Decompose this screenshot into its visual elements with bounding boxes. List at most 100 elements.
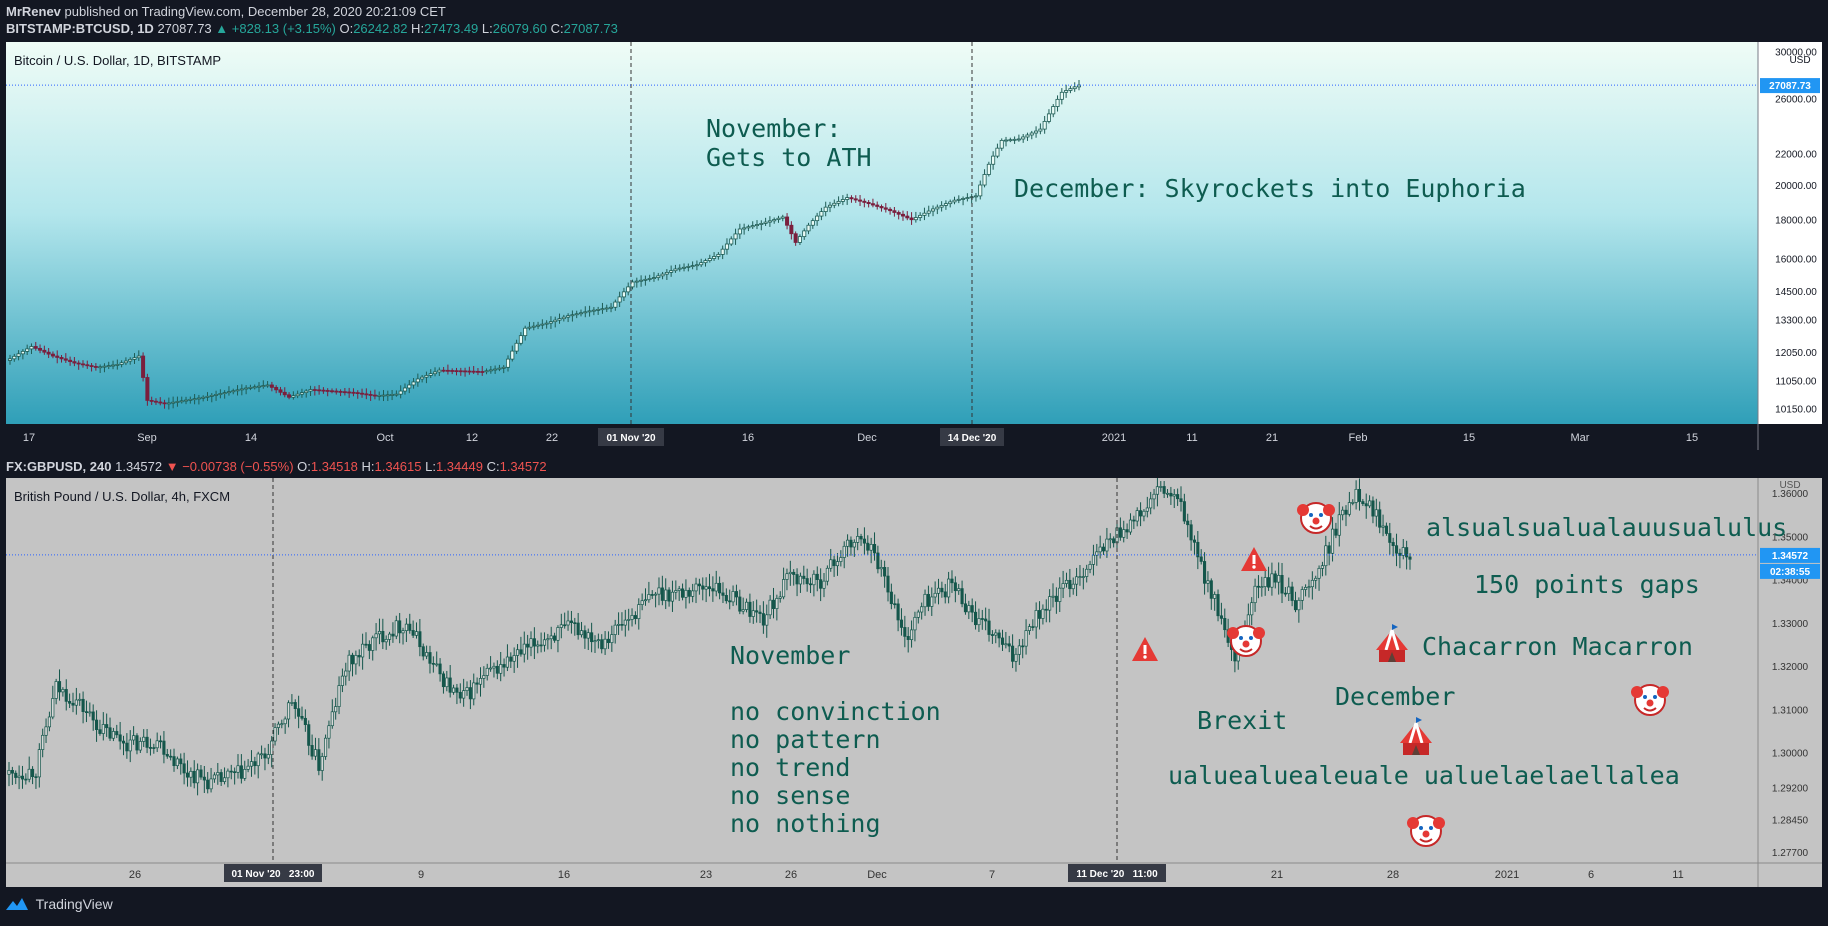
btc-candle xyxy=(819,207,824,221)
btc-candle xyxy=(480,366,485,376)
btc-candle xyxy=(853,195,858,203)
gbp-candle xyxy=(1364,493,1368,519)
gbp-candle xyxy=(27,756,31,783)
gbp-candle xyxy=(1037,601,1042,630)
gbp-candle xyxy=(61,687,65,697)
btc-candle xyxy=(261,380,266,389)
gbp-candle xyxy=(515,644,520,668)
gbp-price-axis[interactable] xyxy=(1758,478,1822,863)
gbp-candle xyxy=(596,633,600,649)
gbp-candle xyxy=(1179,486,1183,512)
btc-chart[interactable]: 10150.00 11050.00 12050.00 13300.00 14500.00… xyxy=(0,42,1828,455)
btc-candle xyxy=(209,393,214,403)
btc-candle xyxy=(42,345,47,355)
gbp-candle xyxy=(347,650,351,681)
btc-price-axis[interactable] xyxy=(1758,42,1822,424)
gbp-candle xyxy=(943,583,947,604)
gbp-high: 1.34615 xyxy=(374,459,422,474)
gbp-candle xyxy=(822,572,826,598)
btc-candle xyxy=(591,307,596,316)
btc-low: 26079.60 xyxy=(492,21,547,36)
gbp-candle xyxy=(37,743,41,788)
btc-candle xyxy=(583,306,588,318)
gbp-chart[interactable]: 1.27700 1.28450 1.29200 1.30000 1.31000 1.320… xyxy=(0,478,1828,890)
gbp-candle xyxy=(327,720,331,749)
gbp-candle xyxy=(408,613,412,634)
btc-x-tick-label: Dec xyxy=(857,432,877,444)
gbp-symbol[interactable]: FX:GBPUSD, 240 xyxy=(6,459,112,474)
publisher-text: published on TradingView.com, December 2… xyxy=(64,4,446,19)
gbp-candle xyxy=(350,652,355,677)
gbp-candle xyxy=(451,684,456,695)
gbp-candle xyxy=(1085,564,1089,583)
btc-candle xyxy=(454,367,459,376)
gbp-candle xyxy=(542,632,547,652)
btc-candle xyxy=(364,388,369,400)
gbp-candle xyxy=(371,635,375,661)
gbp-candle xyxy=(1101,543,1106,555)
gbp-candle xyxy=(71,692,75,713)
gbp-candle xyxy=(499,651,503,682)
btc-time-axis[interactable] xyxy=(6,424,1822,450)
btc-candle xyxy=(106,361,111,370)
btc-candle xyxy=(879,204,884,212)
gbp-x-tick-label: 28 xyxy=(1387,869,1399,881)
gbp-candle xyxy=(239,754,243,784)
btc-candle xyxy=(883,203,888,213)
gbp-candle xyxy=(697,578,701,595)
gbp-candle xyxy=(913,611,917,642)
btc-y-tick-label: 12050.00 xyxy=(1775,348,1817,359)
gbp-candle xyxy=(354,650,358,675)
gbp-candle xyxy=(1330,517,1335,562)
gbp-y-tick-label: 1.31000 xyxy=(1772,705,1809,716)
btc-candle xyxy=(1059,88,1064,105)
gbp-candle xyxy=(1011,634,1015,669)
gbp-candle xyxy=(398,613,402,644)
gbp-candle xyxy=(916,609,920,624)
gbp-candle xyxy=(64,679,68,711)
btc-candle xyxy=(613,299,618,311)
gbp-candle xyxy=(472,673,476,706)
gbp-candle xyxy=(1408,553,1412,570)
annotation-150-points-gaps: 150 points gaps xyxy=(1474,570,1700,599)
gbp-candle xyxy=(367,640,371,660)
gbp-candle xyxy=(883,560,887,588)
annotation-no-nothing: no nothing xyxy=(730,809,881,838)
gbp-candle xyxy=(1128,513,1133,535)
gbp-candle xyxy=(654,591,658,608)
btc-candle xyxy=(926,205,931,217)
gbp-candle xyxy=(300,706,304,721)
gbp-candle xyxy=(782,567,786,600)
gbp-candle xyxy=(1078,565,1082,586)
btc-candle xyxy=(282,387,287,398)
btc-candle xyxy=(458,367,463,376)
btc-candle xyxy=(252,384,257,390)
btc-currency-label[interactable]: USD xyxy=(1789,55,1810,66)
btc-candle xyxy=(441,366,446,373)
gbp-candle xyxy=(1044,599,1048,623)
gbp-candle xyxy=(738,589,742,615)
gbp-candle xyxy=(286,700,291,728)
btc-symbol[interactable]: BITSTAMP:BTCUSD, 1D xyxy=(6,21,154,36)
gbp-candle xyxy=(815,566,819,592)
btc-candle xyxy=(703,258,708,267)
gbp-candle xyxy=(105,713,109,737)
gbp-x-tick-label: 26 xyxy=(785,869,797,881)
btc-candle xyxy=(789,221,794,240)
btc-candle xyxy=(737,223,742,239)
gbp-candle xyxy=(1223,608,1227,638)
gbp-currency-label[interactable]: USD xyxy=(1779,480,1800,491)
gbp-candle xyxy=(108,717,112,741)
btc-candle xyxy=(1072,82,1077,92)
publisher-name[interactable]: MrRenev xyxy=(6,4,61,19)
btc-candle xyxy=(437,367,442,377)
gbp-candle xyxy=(903,615,907,648)
gbp-y-tick-label: 1.27700 xyxy=(1772,848,1809,859)
gbp-candle xyxy=(1203,552,1207,595)
gbp-candle xyxy=(17,765,21,790)
publisher-line: MrRenev published on TradingView.com, De… xyxy=(6,4,446,19)
tradingview-logo[interactable]: TradingView xyxy=(6,896,113,912)
gbp-candle xyxy=(606,631,611,649)
gbp-candle xyxy=(627,608,631,631)
btc-candle xyxy=(785,213,790,230)
